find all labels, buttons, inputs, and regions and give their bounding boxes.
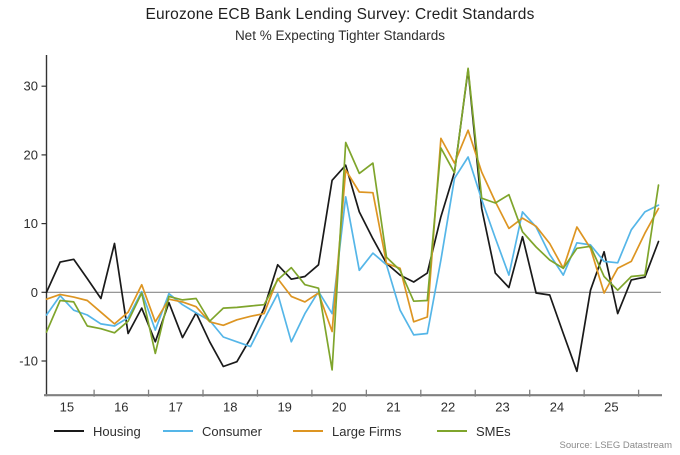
legend-label-consumer: Consumer [202,423,262,439]
housing-line-swatch [54,429,84,433]
x-axis-year-label: 23 [495,400,509,415]
series-line-housing [45,68,660,373]
legend-item-housing: Housing [54,421,141,441]
y-axis-tick-label: 20 [24,147,38,162]
legend-label-housing: Housing [93,423,141,439]
smes-line-swatch [437,429,467,433]
x-axis-year-label: 15 [60,400,74,415]
chart-legend: Housing Consumer Large Firms SMEs [0,421,680,441]
y-axis-tick-label: 10 [24,216,38,231]
legend-item-smes: SMEs [437,421,511,441]
chart-title: Eurozone ECB Bank Lending Survey: Credit… [145,6,535,23]
x-axis-year-label: 25 [604,400,618,415]
series-line-smes [45,67,660,371]
y-axis-tick-label: 0 [31,285,38,300]
x-axis-year-label: 17 [169,400,183,415]
x-axis-year-label: 21 [386,400,400,415]
large-firms-line-swatch [293,429,323,433]
legend-label-smes: SMEs [476,423,511,439]
x-axis-year-label: 16 [114,400,128,415]
x-axis-year-label: 22 [441,400,455,415]
chart-subtitle: Net % Expecting Tighter Standards [234,28,446,43]
x-axis-year-label: 24 [550,400,564,415]
series-line-large-firms [45,129,660,333]
legend-label-large-firms: Large Firms [332,423,402,439]
x-axis-year-label: 20 [332,400,346,415]
y-axis-tick-label: 30 [24,79,38,94]
source-credit: Source: LSEG Datastream [559,440,672,451]
legend-item-consumer: Consumer [163,421,262,441]
series-line-consumer [45,156,660,348]
legend-item-large-firms: Large Firms [293,421,401,441]
y-axis-tick-label: -10 [19,354,38,369]
x-axis-year-label: 18 [223,400,237,415]
x-axis-year-label: 19 [277,400,291,415]
consumer-line-swatch [163,429,193,433]
